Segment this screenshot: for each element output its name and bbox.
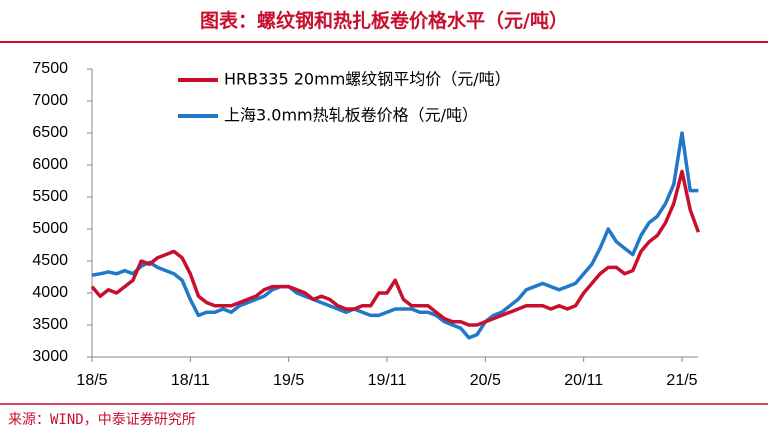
y-tick-label: 3000 — [32, 348, 68, 365]
y-tick-label: 7000 — [32, 92, 68, 109]
series-line — [91, 131, 699, 340]
y-tick-label: 5000 — [32, 220, 68, 237]
x-tick-label: 18/5 — [76, 372, 107, 389]
x-tick-label: 20/5 — [470, 372, 501, 389]
legend-label: 上海3.0mm热轧板卷价格（元/吨） — [224, 106, 478, 125]
y-tick-label: 7500 — [32, 60, 68, 77]
x-tick-label: 21/5 — [666, 372, 697, 389]
y-tick-label: 4500 — [32, 252, 68, 269]
series-line — [90, 169, 701, 327]
y-tick-label: 5500 — [32, 188, 68, 205]
chart-title: 图表：螺纹钢和热扎板卷价格水平（元/吨） — [200, 9, 568, 32]
y-tick-label: 4000 — [32, 284, 68, 301]
x-tick-label: 18/11 — [171, 372, 210, 389]
y-tick-label: 6500 — [32, 124, 68, 141]
x-tick-label: 19/5 — [273, 372, 304, 389]
source-note: 来源：WIND，中泰证券研究所 — [8, 412, 196, 428]
x-tick-label: 20/11 — [564, 372, 603, 389]
y-tick-label: 3500 — [32, 316, 68, 333]
x-tick-label: 19/11 — [368, 372, 407, 389]
y-tick-label: 6000 — [32, 156, 68, 173]
legend-label: HRB335 20mm螺纹钢平均价（元/吨） — [224, 70, 511, 89]
